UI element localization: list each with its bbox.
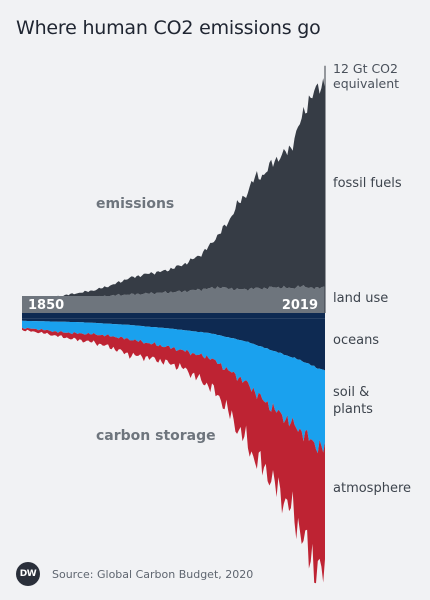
area-fossil-fuels (22, 78, 325, 303)
legend-fossil-fuels: fossil fuels (333, 176, 402, 191)
time-axis-band (22, 296, 325, 313)
x-start-label: 1850 (28, 298, 64, 313)
legend-oceans: oceans (333, 333, 379, 348)
baseline-strip (22, 313, 325, 319)
area-oceans (22, 318, 325, 371)
legend-soil-plants-line2: plants (333, 402, 373, 417)
area-atmosphere (22, 327, 325, 584)
legend-land-use: land use (333, 291, 388, 306)
x-end-label: 2019 (282, 298, 318, 313)
dw-logo: DW (16, 562, 40, 586)
source-note: Source: Global Carbon Budget, 2020 (52, 567, 254, 581)
legend-soil-plants-line1: soil & (333, 385, 369, 400)
group-label-storage: carbon storage (96, 428, 216, 444)
legend-atmosphere: atmosphere (333, 481, 411, 496)
unit-label-line1: 12 Gt CO2 (333, 61, 398, 76)
chart-title: Where human CO2 emissions go (16, 17, 321, 39)
group-label-emissions: emissions (96, 196, 174, 212)
area-soil-plants (22, 320, 325, 454)
unit-label-line2: equivalent (333, 76, 399, 91)
footer: DW Source: Global Carbon Budget, 2020 (16, 562, 253, 586)
